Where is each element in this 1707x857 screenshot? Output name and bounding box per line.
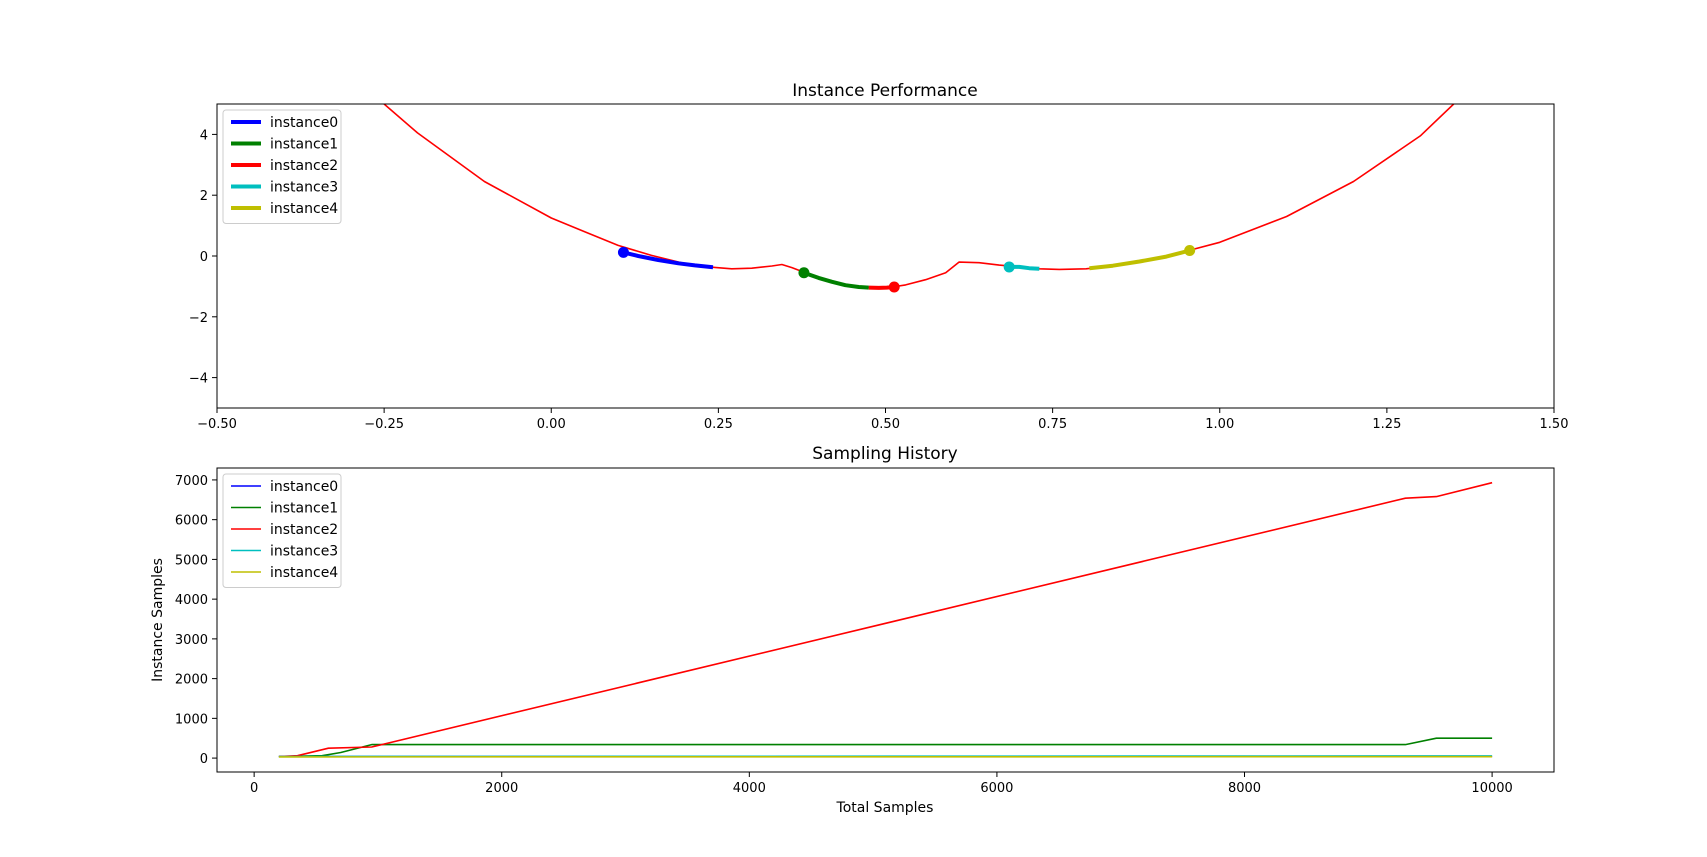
series-line-instance0 — [622, 250, 714, 270]
plot-area — [278, 481, 1493, 758]
chart-title: Sampling History — [812, 444, 957, 464]
plot-area — [382, 104, 1455, 293]
series-marker-instance3 — [1003, 261, 1015, 273]
y-tick-label: 0 — [200, 752, 208, 767]
performance-chart: Instance Performance −0.50 −0.25 0.00 0.25 0… — [189, 81, 1569, 432]
x-tick-label: 1.25 — [1372, 417, 1401, 432]
legend-label-instance2: instance2 — [270, 522, 338, 538]
y-axis: 0 1000 2000 3000 4000 5000 6000 7000 — [175, 474, 217, 767]
x-tick-label: −0.50 — [197, 417, 237, 432]
y-tick-label: 3000 — [175, 633, 208, 648]
series-line-instance1 — [278, 737, 1493, 758]
legend-label-instance0: instance0 — [270, 479, 338, 495]
x-tick-label: 0.25 — [704, 417, 733, 432]
y-axis-label: Instance Samples — [150, 558, 166, 682]
legend-label-instance1: instance1 — [270, 501, 338, 517]
y-tick-label: 7000 — [175, 474, 208, 489]
legend-label-instance1: instance1 — [270, 137, 338, 153]
x-axis-label: Total Samples — [836, 800, 934, 816]
series-line-instance2 — [278, 481, 1493, 758]
x-tick-label: 0 — [250, 781, 258, 796]
x-axis: −0.50 −0.25 0.00 0.25 0.50 0.75 1.00 1.25 1.50 — [197, 408, 1568, 432]
series-line-instance1 — [803, 270, 869, 290]
series-line-instance4 — [1089, 248, 1191, 271]
y-tick-label: 0 — [200, 250, 208, 265]
x-tick-label: 0.50 — [871, 417, 900, 432]
y-tick-label: 4 — [200, 128, 208, 143]
performance-curve — [382, 104, 1455, 289]
legend-label-instance4: instance4 — [270, 201, 338, 217]
axes-frame — [216, 103, 1555, 409]
series-marker-instance1 — [798, 267, 810, 279]
chart-title: Instance Performance — [792, 81, 977, 101]
sampling-history-chart: Sampling History 0 2000 4000 6000 8000 10000 … — [150, 444, 1555, 816]
legend-label-instance2: instance2 — [270, 158, 338, 174]
x-tick-label: 4000 — [733, 781, 766, 796]
x-tick-label: 1.00 — [1205, 417, 1234, 432]
y-axis: −4 −2 0 2 4 — [189, 128, 217, 387]
x-axis: 0 2000 4000 6000 8000 10000 — [250, 772, 1513, 796]
legend-label-instance3: instance3 — [270, 180, 338, 196]
x-tick-label: 0.00 — [537, 417, 566, 432]
x-tick-label: 10000 — [1471, 781, 1512, 796]
legend: instance0 instance1 instance2 instance3 inst… — [222, 473, 342, 588]
legend-label-instance0: instance0 — [270, 115, 338, 131]
legend: instance0 instance1 instance2 instance3 inst… — [222, 109, 342, 224]
legend-box — [222, 473, 342, 588]
x-tick-label: 2000 — [485, 781, 518, 796]
x-tick-label: 1.50 — [1540, 417, 1569, 432]
axes-frame — [216, 467, 1555, 773]
x-tick-label: 8000 — [1228, 781, 1261, 796]
series-marker-instance2 — [888, 281, 900, 293]
x-tick-label: −0.25 — [364, 417, 404, 432]
y-tick-label: 1000 — [175, 712, 208, 727]
series-marker-instance4 — [1184, 245, 1196, 257]
x-tick-label: 0.75 — [1038, 417, 1067, 432]
y-tick-label: −4 — [189, 372, 208, 387]
y-tick-label: 2 — [200, 189, 208, 204]
y-tick-label: −2 — [189, 311, 208, 326]
legend-box — [222, 109, 342, 224]
y-tick-label: 2000 — [175, 673, 208, 688]
legend-label-instance4: instance4 — [270, 565, 338, 581]
x-tick-label: 6000 — [980, 781, 1013, 796]
y-tick-label: 4000 — [175, 593, 208, 608]
legend-label-instance3: instance3 — [270, 544, 338, 560]
series-marker-instance0 — [617, 246, 629, 258]
y-tick-label: 5000 — [175, 553, 208, 568]
y-tick-label: 6000 — [175, 514, 208, 529]
